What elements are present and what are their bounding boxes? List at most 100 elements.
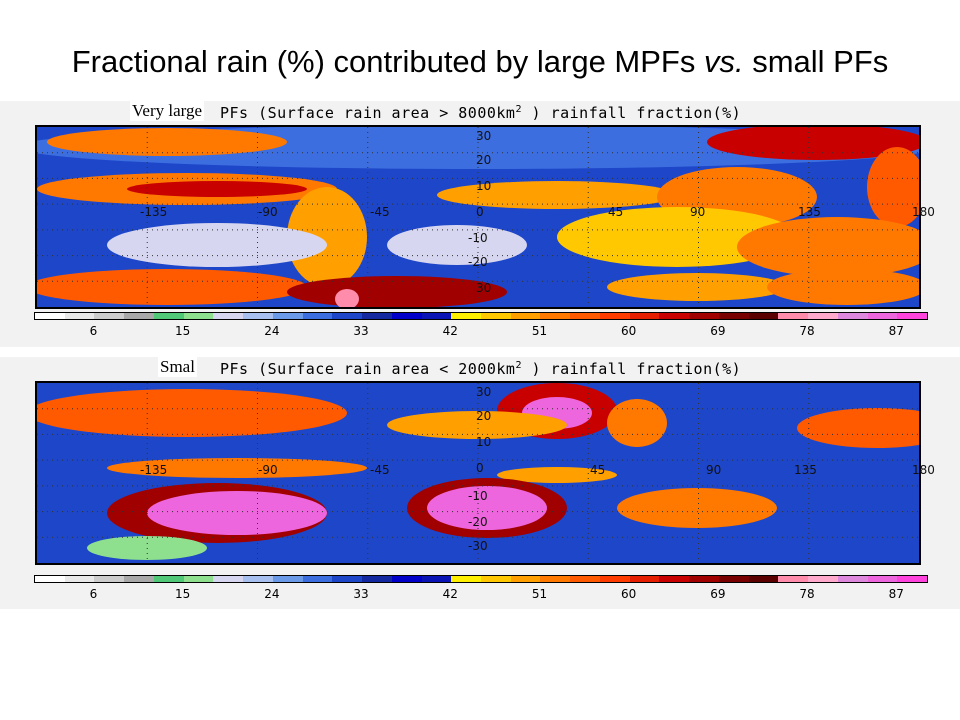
colorbar-swatch — [481, 576, 511, 582]
colorbar-swatch — [897, 576, 928, 582]
lat-label: 30 — [476, 281, 492, 295]
lat-label: 0 — [476, 461, 484, 475]
colorbar-swatch — [391, 313, 422, 319]
colorbar-swatch — [659, 576, 690, 582]
colorbar-swatch — [94, 313, 125, 319]
colorbar — [34, 312, 928, 320]
colorbar-swatch — [391, 576, 422, 582]
panel-very-large: PFs (Surface rain area > 8000km2 ) rainf… — [0, 101, 960, 347]
title-italic: vs. — [703, 44, 744, 79]
map-canvas — [37, 127, 919, 307]
colorbar-swatch — [510, 313, 541, 319]
colorbar-swatch — [778, 313, 809, 319]
lat-label: 10 — [476, 179, 492, 193]
colorbar-swatch — [718, 576, 749, 582]
lat-label: -10 — [468, 489, 488, 503]
colorbar-swatch — [867, 313, 898, 319]
colorbar-swatch — [570, 313, 600, 319]
lat-label: -30 — [468, 539, 488, 553]
colorbar-swatch — [421, 313, 452, 319]
colorbar-swatch — [362, 313, 392, 319]
rain-field-region — [287, 276, 507, 307]
colorbar-swatch — [302, 313, 333, 319]
colorbar-swatch — [213, 576, 244, 582]
colorbar-tick-label: 87 — [888, 587, 904, 601]
map-canvas — [37, 383, 919, 563]
colorbar-swatch — [153, 313, 184, 319]
lat-label: 0 — [476, 205, 484, 219]
colorbar-tick-label: 15 — [175, 324, 191, 338]
colorbar-tick-label: 78 — [799, 587, 815, 601]
colorbar-swatch — [599, 313, 630, 319]
rain-field-region — [497, 467, 617, 483]
lon-label: -135 — [140, 463, 168, 477]
colorbar-swatch — [124, 313, 154, 319]
colorbar-swatch — [35, 576, 65, 582]
rain-field-region — [797, 408, 919, 448]
panel-title: PFs (Surface rain area < 2000km2 ) rainf… — [220, 360, 742, 378]
lon-label: -45 — [370, 463, 390, 477]
colorbar-swatch — [243, 313, 273, 319]
colorbar-swatch — [64, 576, 95, 582]
colorbar-tick-label: 60 — [621, 587, 637, 601]
colorbar-swatch — [64, 313, 95, 319]
rain-field-region — [427, 486, 547, 530]
lon-label: 180 — [912, 205, 935, 219]
colorbar-swatch — [35, 313, 65, 319]
lon-label: 45 — [590, 463, 606, 477]
panel-label: Very large — [130, 101, 205, 121]
colorbar-swatch — [748, 313, 779, 319]
colorbar-tick-label: 42 — [442, 587, 458, 601]
colorbar-swatch — [599, 576, 630, 582]
lat-label: 30 — [476, 385, 492, 399]
rain-field-region — [707, 127, 919, 160]
colorbar-swatch — [332, 576, 363, 582]
colorbar-tick-label: 33 — [353, 587, 369, 601]
title-part-2: small PFs — [743, 44, 889, 79]
colorbar-swatch — [570, 576, 600, 582]
colorbar-swatch — [124, 576, 154, 582]
colorbar-tick-label: 6 — [89, 324, 98, 338]
colorbar-swatch — [272, 576, 303, 582]
lon-label: 90 — [690, 205, 706, 219]
rain-field-region — [607, 399, 667, 447]
lat-label: 20 — [476, 409, 492, 423]
rain-field-region — [557, 207, 797, 267]
lon-label: 135 — [798, 205, 821, 219]
lat-label: -20 — [468, 255, 488, 269]
colorbar-swatch — [540, 576, 571, 582]
colorbar-tick-label: 69 — [710, 324, 726, 338]
rain-field-region — [37, 389, 347, 437]
colorbar-tick-label: 69 — [710, 587, 726, 601]
lon-label: 90 — [706, 463, 722, 477]
colorbar-swatch — [808, 576, 838, 582]
rain-field-region — [607, 273, 787, 301]
colorbar-swatch — [748, 576, 779, 582]
rain-field-region — [767, 269, 919, 305]
colorbar-swatch — [629, 576, 660, 582]
lon-label: -135 — [140, 205, 168, 219]
rain-field-region — [867, 147, 919, 227]
colorbar-swatch — [778, 576, 809, 582]
rain-field-region — [107, 458, 367, 478]
rain-fraction-map — [35, 125, 921, 309]
colorbar-swatch — [718, 313, 749, 319]
lon-label: 45 — [608, 205, 624, 219]
colorbar-swatch — [183, 313, 214, 319]
colorbar-tick-label: 24 — [264, 587, 280, 601]
colorbar-swatch — [540, 313, 571, 319]
colorbar-swatch — [272, 313, 303, 319]
rain-field-region — [737, 217, 919, 277]
colorbar-swatch — [689, 313, 719, 319]
rain-field-region — [47, 128, 287, 156]
lat-label: -20 — [468, 515, 488, 529]
rain-field-region — [127, 181, 307, 197]
colorbar-tick-label: 60 — [621, 324, 637, 338]
rain-field-region — [335, 289, 359, 307]
colorbar-swatch — [332, 313, 363, 319]
lon-label: 135 — [794, 463, 817, 477]
colorbar-tick-label: 87 — [888, 324, 904, 338]
colorbar-swatch — [243, 576, 273, 582]
colorbar-swatch — [451, 313, 482, 319]
colorbar-swatch — [837, 576, 868, 582]
